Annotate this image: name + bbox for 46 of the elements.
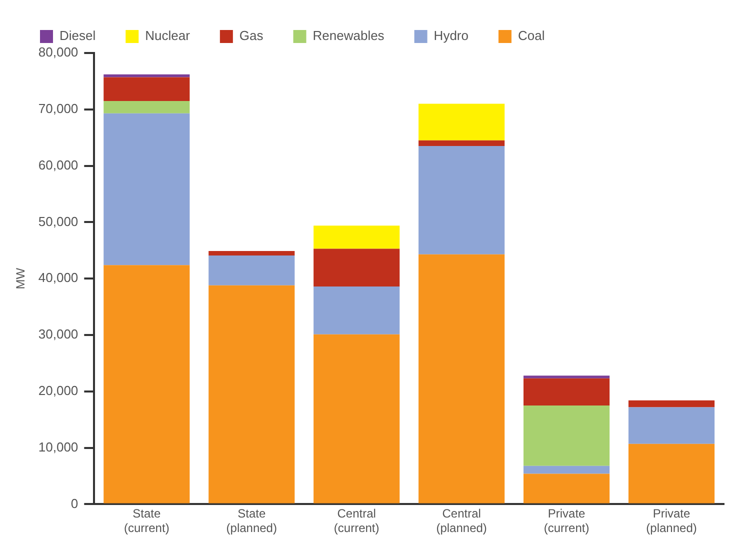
bar	[104, 265, 190, 504]
x-tick-label: Central (planned)	[436, 506, 487, 536]
y-tick-label: 60,000	[38, 157, 78, 172]
bar	[524, 474, 610, 504]
bar	[628, 407, 715, 444]
bar	[628, 444, 715, 504]
legend-label: Gas	[239, 28, 264, 44]
bar	[418, 140, 505, 146]
bar	[104, 100, 190, 114]
y-axis-title: MW	[14, 267, 28, 290]
bar	[208, 255, 295, 286]
x-tick-label: Central (current)	[334, 506, 380, 536]
y-tick-label: 80,000	[38, 44, 78, 60]
bar	[314, 248, 400, 286]
y-tick-label: 70,000	[38, 100, 78, 116]
bar	[314, 226, 400, 249]
bar	[314, 286, 400, 334]
bar	[104, 74, 190, 78]
bar	[208, 285, 295, 504]
bar	[524, 406, 610, 466]
y-tick-label: 40,000	[38, 270, 78, 286]
bar	[314, 334, 400, 504]
legend-label: Hydro	[434, 28, 468, 44]
legend-label: Coal	[518, 28, 545, 44]
y-tick-label: 10,000	[38, 439, 78, 454]
bar	[418, 254, 505, 504]
y-tick-label: 30,000	[38, 326, 78, 342]
legend-label: Renewables	[312, 28, 385, 44]
bar	[418, 104, 505, 140]
bar	[208, 250, 295, 256]
y-tick-label: 50,000	[38, 214, 78, 229]
bar	[628, 400, 715, 408]
bar	[104, 113, 190, 266]
legend-label: Diesel	[60, 28, 96, 44]
x-tick-label: State (current)	[124, 506, 170, 536]
bar	[418, 146, 505, 254]
y-tick-label: 20,000	[38, 382, 78, 398]
y-tick-label: 0	[70, 496, 78, 511]
bar	[524, 466, 610, 474]
bar	[524, 376, 610, 378]
legend-label: Nuclear	[145, 28, 191, 44]
bar	[104, 77, 190, 101]
bar	[524, 378, 610, 406]
x-tick-label: Private (current)	[544, 506, 590, 536]
x-tick-label: State (planned)	[226, 506, 277, 536]
x-tick-label: Private (planned)	[646, 506, 697, 536]
